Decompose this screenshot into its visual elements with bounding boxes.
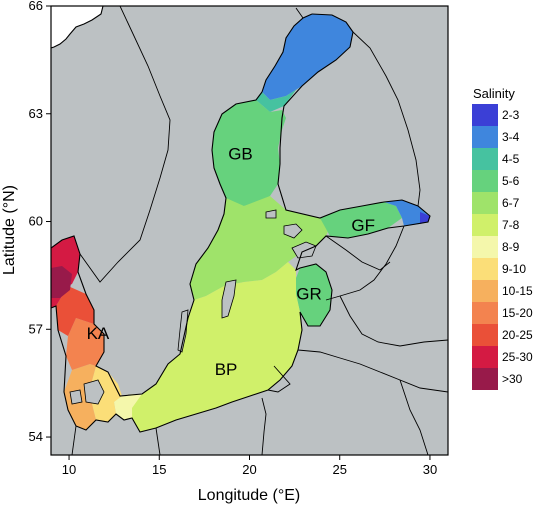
water-zone-3-4-gulf-finland [384,200,428,226]
water-zone-20-25 [56,286,94,336]
border-kaliningrad [261,397,267,455]
border-estonia-latvia [325,235,391,271]
legend-swatch [472,126,498,148]
legend-label: 10-15 [502,284,533,298]
y-tick-label: 66 [29,0,43,13]
y-axis-ticks: 54 57 60 63 66 [29,0,51,444]
water-zone-2-3 [420,212,430,224]
legend-label: 9-10 [502,262,526,276]
region-label-gf: GF [351,216,375,235]
region-label-bp: BP [215,360,238,379]
border-lithuania [297,349,448,393]
legend-swatch [472,214,498,236]
island-hiiumaa [283,223,303,239]
coastline-east [51,13,431,433]
legend-swatch [472,324,498,346]
legend-label: 6-7 [502,196,520,210]
legend-swatch [472,368,498,390]
legend-swatch [472,302,498,324]
legend-swatch [472,170,498,192]
water-zone-5-6-bothnian-sea [212,100,286,206]
border-denmark-germany [71,425,77,455]
region-label-gb: GB [228,144,253,163]
region-labels: GB GF GR BP KA [87,144,375,379]
kaliningrad-outline [267,365,291,393]
water-zone-15-20 [66,318,104,370]
legend-label: 8-9 [502,240,520,254]
water-zone-over-30 [51,266,72,298]
x-tick-label: 30 [423,462,437,477]
legend: Salinity 2-3 3-4 4-5 5-6 6-7 7-8 8-9 9-10 10-15 1… [472,86,533,390]
x-tick-label: 25 [332,462,346,477]
legend-swatch [472,192,498,214]
water-zone-4-5 [256,86,302,112]
legend-swatch [472,236,498,258]
island-gotland [221,279,237,319]
border-sweden-finland [295,7,304,19]
legend-label: 5-6 [502,174,520,188]
x-tick-label: 20 [242,462,256,477]
legend-swatch [472,104,498,126]
region-label-ka: KA [87,324,110,343]
legend-swatch [472,148,498,170]
legend-label: 2-3 [502,108,520,122]
legend-label: 4-5 [502,152,520,166]
map-plot-area [51,6,448,455]
water-zone-5-6-gulf-riga [296,264,332,326]
y-tick-label: 60 [29,214,43,229]
island-aland [265,209,277,219]
water-zone-7-8 [130,262,302,432]
x-tick-label: 10 [62,462,76,477]
legend-swatch [472,346,498,368]
legend-label: 7-8 [502,218,520,232]
coastline-west [51,91,263,397]
x-axis-ticks: 10 15 20 25 30 [62,455,437,477]
north-sea-area [51,6,103,48]
legend-label: 20-25 [502,328,533,342]
legend-swatch [472,258,498,280]
border-latvia-belarus [339,295,448,347]
y-axis-title: Latitude (°N) [1,185,18,275]
legend-label: 3-4 [502,130,520,144]
y-tick-label: 63 [29,106,43,121]
island-saaremaa [291,241,317,259]
y-tick-label: 54 [29,429,43,444]
border-finland-russia [352,31,421,207]
y-tick-label: 57 [29,321,43,336]
island-oland [177,309,189,353]
x-axis-title: Longitude (°E) [198,487,300,504]
region-label-gr: GR [296,284,322,303]
water-zone-6-7 [190,196,332,300]
coastline-bothnian-west [261,13,313,93]
legend-label: 15-20 [502,306,533,320]
legend-swatch [472,280,498,302]
water-zone-5-6-gulf-finland [320,202,402,238]
coastline-norway [51,6,104,49]
water-zone-8-9 [114,394,142,420]
border-germany-poland [155,427,161,455]
border-belarus-ukraine [399,379,429,455]
island-zealand [83,379,105,405]
x-tick-label: 15 [152,462,166,477]
legend-label: 25-30 [502,350,533,364]
legend-title: Salinity [473,86,515,101]
water-zone-3-4 [262,14,353,100]
border-norway-sweden [79,6,171,283]
legend-label: >30 [502,372,523,386]
island-funen [69,389,83,405]
